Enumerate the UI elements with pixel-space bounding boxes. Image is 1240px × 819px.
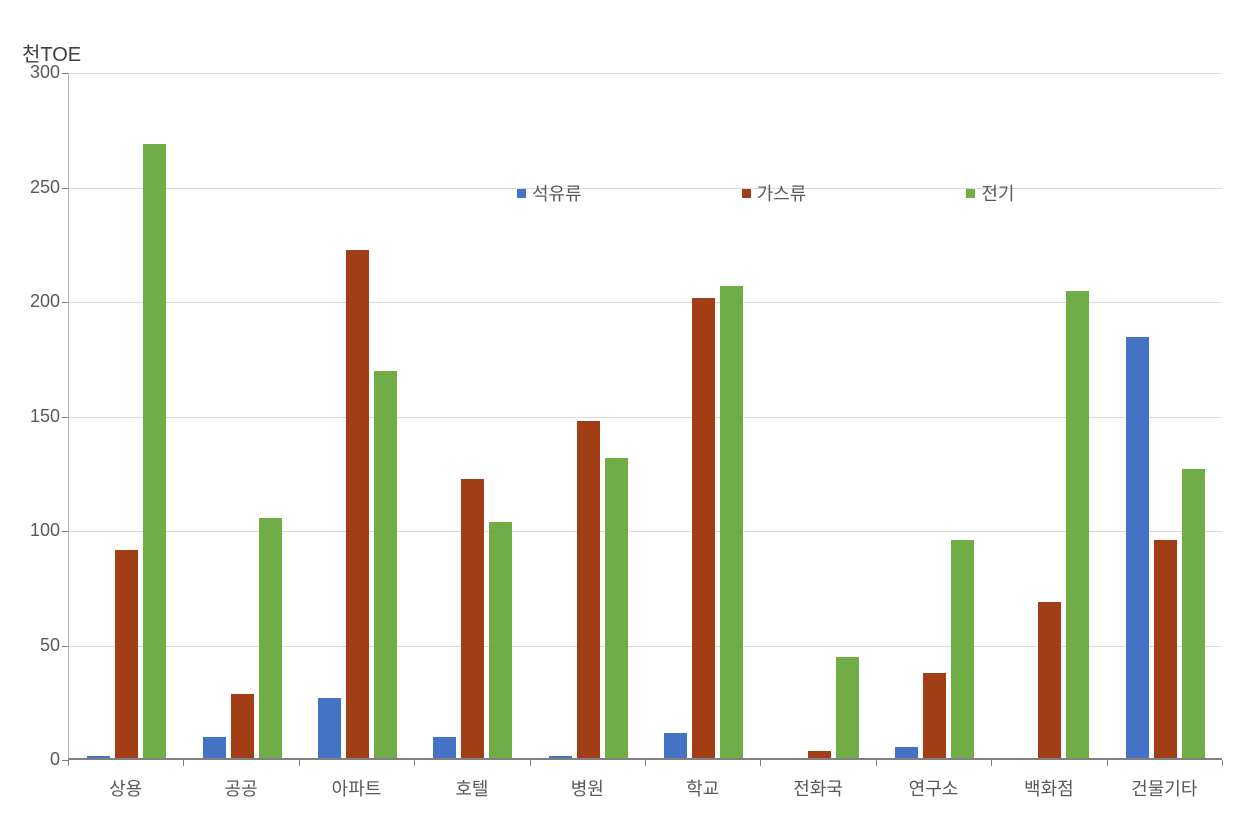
bar [143,144,166,758]
bar [374,371,397,758]
bar [346,250,369,758]
bar [895,747,918,758]
gridline [69,417,1222,418]
x-tick-mark [530,760,531,766]
x-tick-label: 건물기타 [1107,775,1222,801]
bar [923,673,946,758]
x-tick-mark [760,760,761,766]
x-tick-label: 학교 [645,775,760,801]
legend-marker-2 [966,189,975,198]
bar [203,737,226,758]
legend-marker-0 [517,189,526,198]
x-tick-label: 전화국 [761,775,876,801]
legend-item-1: 가스류 [742,180,807,206]
chart-container: 천TOE 050100150200250300 상용공공아파트호텔병원학교전화국… [0,0,1240,819]
bar [231,694,254,758]
gridline [69,302,1222,303]
y-tick-label: 100 [10,520,60,541]
legend-marker-1 [742,189,751,198]
bar [489,522,512,758]
bar [1182,469,1205,758]
legend-label-2: 전기 [981,180,1014,206]
bar [1038,602,1061,758]
bar [1154,540,1177,758]
bar [259,518,282,758]
bar [836,657,859,758]
x-tick-label: 병원 [530,775,645,801]
x-tick-mark [1222,760,1223,766]
y-tick-label: 200 [10,291,60,312]
x-tick-mark [183,760,184,766]
legend-item-0: 석유류 [517,180,582,206]
bar [549,756,572,758]
bar [808,751,831,758]
y-tick-label: 300 [10,62,60,83]
legend: 석유류 가스류 전기 [517,180,1015,206]
gridline [69,531,1222,532]
legend-item-2: 전기 [966,180,1014,206]
bar [115,550,138,758]
x-tick-mark [68,760,69,766]
bar [720,286,743,758]
bar [692,298,715,758]
gridline [69,73,1222,74]
x-tick-mark [1107,760,1108,766]
y-tick-label: 50 [10,635,60,656]
x-tick-label: 상용 [68,775,183,801]
x-tick-label: 호텔 [414,775,529,801]
legend-label-0: 석유류 [532,180,582,206]
x-tick-mark [991,760,992,766]
x-tick-label: 백화점 [991,775,1106,801]
x-tick-mark [876,760,877,766]
bar [577,421,600,758]
x-tick-label: 연구소 [876,775,991,801]
y-tick-label: 150 [10,406,60,427]
bar [433,737,456,758]
x-tick-mark [414,760,415,766]
bar [87,756,110,758]
plot-area: 석유류 가스류 전기 [68,73,1222,760]
x-tick-mark [299,760,300,766]
bar [318,698,341,758]
bar [951,540,974,758]
x-tick-label: 공공 [184,775,299,801]
x-tick-label: 아파트 [299,775,414,801]
bar [605,458,628,758]
bar [461,479,484,758]
bar [1126,337,1149,758]
x-tick-mark [645,760,646,766]
legend-label-1: 가스류 [757,180,807,206]
bar [664,733,687,758]
y-tick-label: 0 [10,749,60,770]
y-tick-label: 250 [10,177,60,198]
bar [1066,291,1089,758]
